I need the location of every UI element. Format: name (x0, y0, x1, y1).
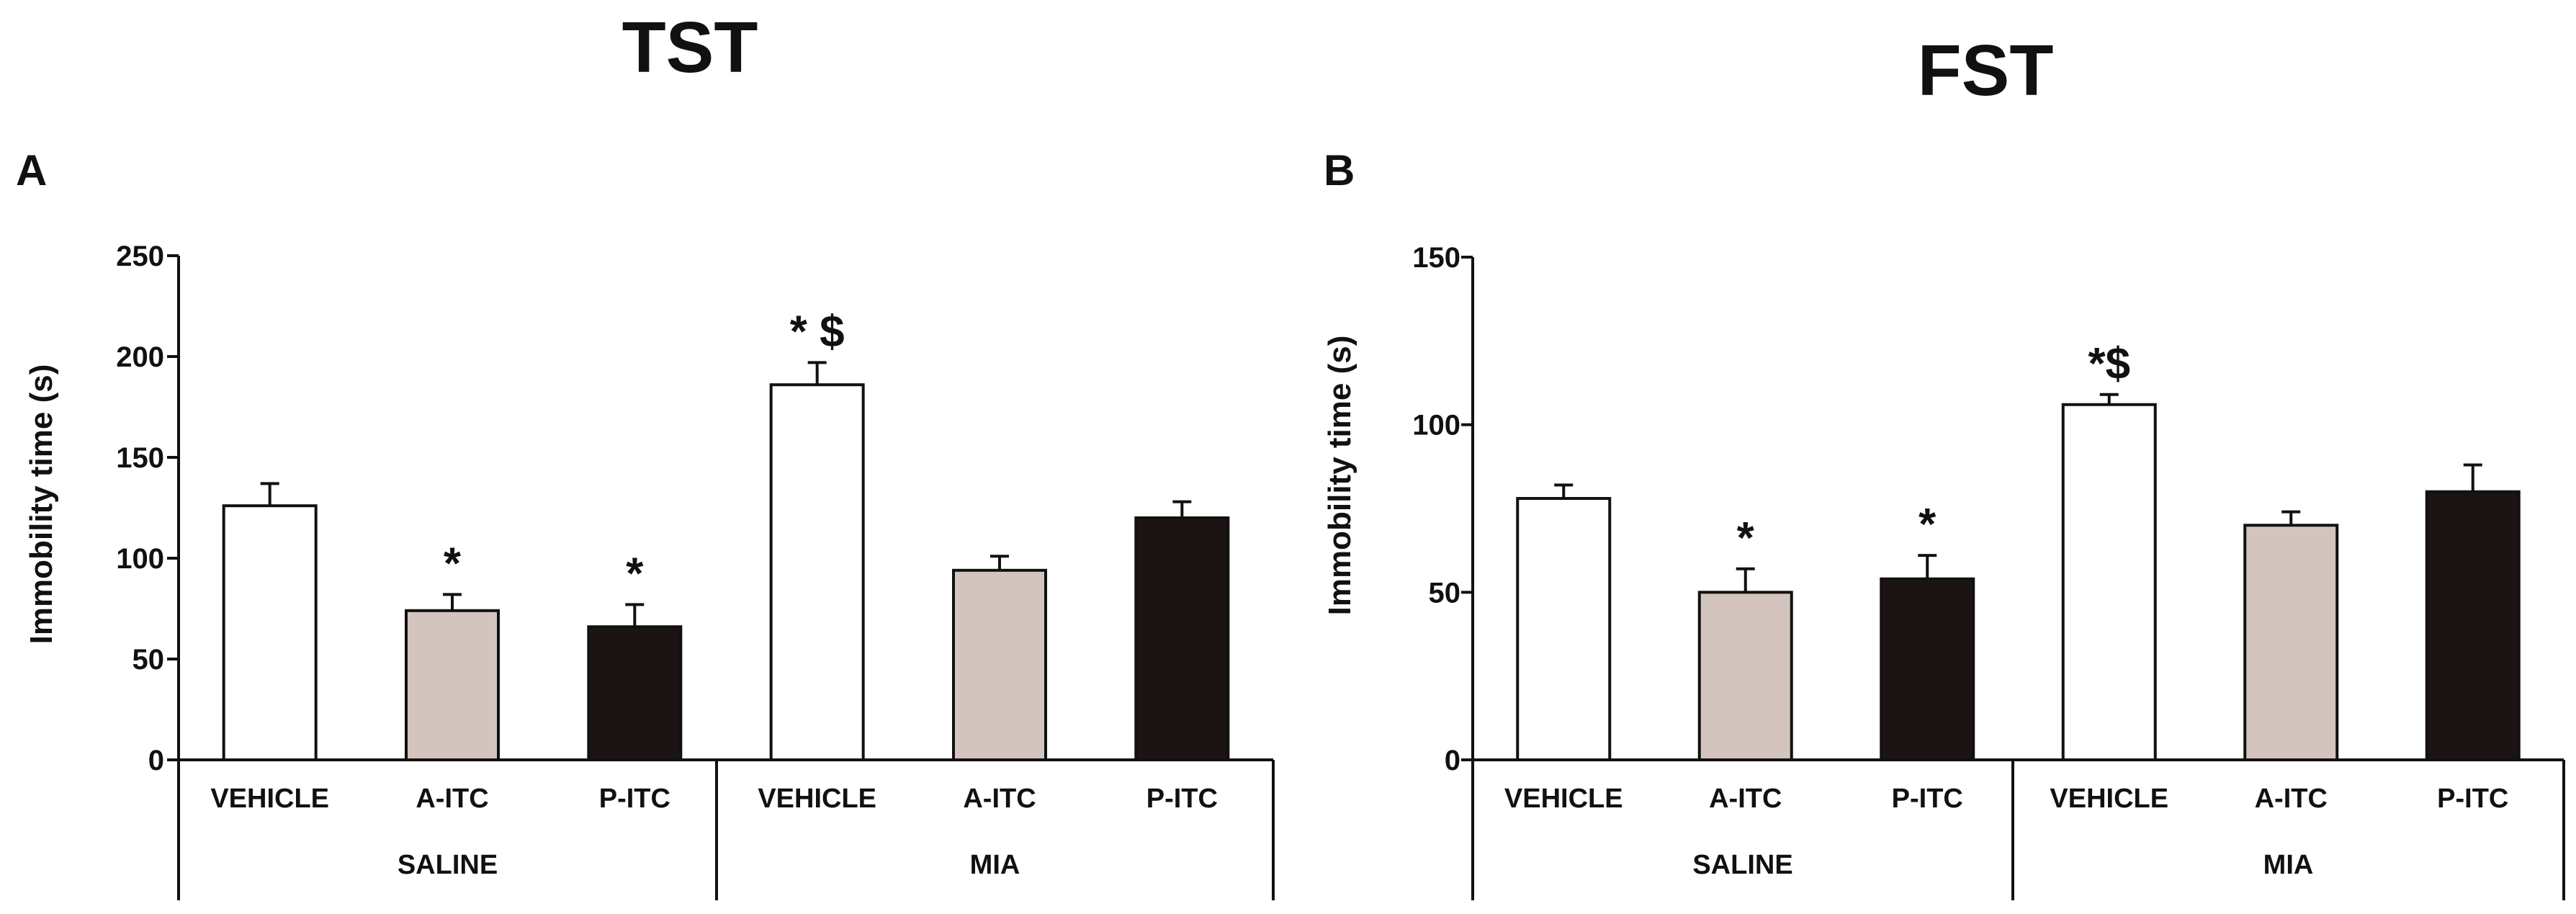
x-group-label: MIA (2263, 850, 2314, 880)
panel-label: B (1324, 146, 1355, 194)
significance-marker: * (1737, 514, 1755, 563)
bar-a-itc-mia (952, 568, 1047, 761)
significance-marker: * (1918, 500, 1937, 550)
bar-a-itc-saline (1697, 591, 1793, 761)
x-category-label: P-ITC (1146, 784, 1218, 814)
significance-marker: * $ (790, 307, 845, 357)
y-tick-label: 50 (133, 644, 165, 676)
bar-p-itc-saline (587, 625, 683, 762)
y-tick-label: 100 (1412, 410, 1460, 442)
bar-vehicle-mia (2061, 403, 2157, 761)
bar-vehicle-saline (222, 504, 318, 761)
bar-vehicle-saline (1516, 497, 1612, 761)
x-category-label: P-ITC (599, 784, 670, 814)
bar-p-itc-mia (2425, 490, 2521, 761)
panel-a: TST A Immobility time (s) 0 50 100 150 200 250 VE… (16, 7, 1275, 900)
x-group-label: SALINE (1692, 850, 1792, 880)
significance-marker: * (444, 539, 462, 588)
significance-marker: * (626, 549, 644, 599)
bar-p-itc-saline (1880, 577, 1975, 761)
x-category-label: VEHICLE (1504, 784, 1623, 814)
chart-title: TST (622, 7, 758, 88)
y-axis-label: Immobility time (s) (1322, 336, 1357, 616)
y-tick-label: 0 (1445, 745, 1460, 776)
bar-vehicle-mia (769, 383, 865, 761)
x-category-label: P-ITC (2437, 784, 2508, 814)
y-tick-label: 100 (116, 543, 164, 575)
y-axis-label: Immobility time (s) (24, 364, 59, 645)
x-category-label: VEHICLE (2050, 784, 2168, 814)
y-tick-label: 50 (1429, 577, 1461, 609)
x-category-label: A-ITC (963, 784, 1036, 814)
panel-label: A (16, 146, 47, 194)
x-group-label: SALINE (398, 850, 498, 880)
bar-a-itc-saline (405, 609, 500, 761)
x-category-label: A-ITC (2255, 784, 2328, 814)
x-category-label: VEHICLE (210, 784, 329, 814)
x-category-label: A-ITC (416, 784, 488, 814)
x-category-label: A-ITC (1709, 784, 1782, 814)
significance-marker: *$ (2088, 339, 2130, 389)
y-tick-label: 150 (116, 442, 164, 474)
y-tick-label: 200 (116, 341, 164, 373)
x-group-label: MIA (970, 850, 1020, 880)
panel-b: FST B Immobility time (s) 0 50 100 150 VEHICLE *… (1322, 30, 2565, 900)
bar-p-itc-mia (1134, 516, 1230, 761)
y-tick-label: 250 (116, 241, 164, 272)
y-tick-label: 150 (1412, 242, 1460, 274)
bar-a-itc-mia (2243, 524, 2339, 761)
chart-title: FST (1918, 30, 2054, 111)
x-category-label: P-ITC (1892, 784, 1963, 814)
x-category-label: VEHICLE (758, 784, 876, 814)
y-tick-label: 0 (148, 745, 164, 776)
